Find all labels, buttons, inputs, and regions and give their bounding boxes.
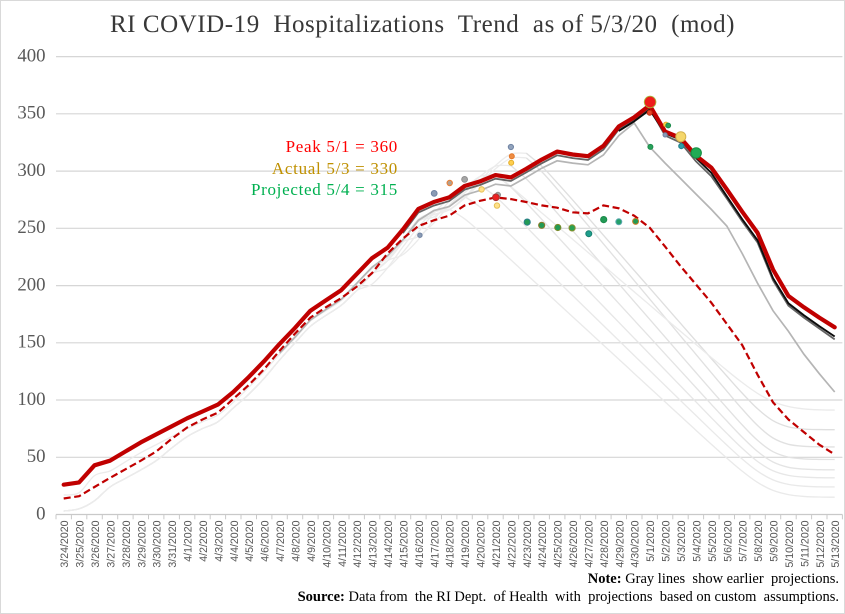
svg-text:4/26/2020: 4/26/2020	[568, 520, 580, 567]
svg-text:4/16/2020: 4/16/2020	[414, 520, 426, 567]
svg-text:4/13/2020: 4/13/2020	[368, 520, 380, 567]
svg-text:300: 300	[17, 160, 45, 181]
svg-text:4/24/2020: 4/24/2020	[537, 520, 549, 567]
svg-text:3/30/2020: 3/30/2020	[152, 520, 164, 567]
svg-text:4/9/2020: 4/9/2020	[306, 520, 318, 561]
svg-text:3/27/2020: 3/27/2020	[106, 520, 118, 567]
svg-text:4/29/2020: 4/29/2020	[614, 520, 626, 567]
svg-text:400: 400	[17, 46, 45, 67]
svg-text:3/26/2020: 3/26/2020	[90, 520, 102, 567]
svg-text:4/12/2020: 4/12/2020	[352, 520, 364, 567]
svg-text:5/10/2020: 5/10/2020	[784, 520, 796, 567]
svg-text:4/23/2020: 4/23/2020	[522, 520, 534, 567]
svg-text:5/7/2020: 5/7/2020	[738, 520, 750, 561]
svg-text:4/7/2020: 4/7/2020	[275, 520, 287, 561]
svg-text:5/12/2020: 5/12/2020	[815, 520, 827, 567]
svg-text:250: 250	[17, 217, 45, 238]
svg-text:4/8/2020: 4/8/2020	[291, 520, 303, 561]
svg-text:4/2/2020: 4/2/2020	[198, 520, 210, 561]
svg-text:5/13/2020: 5/13/2020	[830, 520, 842, 567]
svg-text:4/6/2020: 4/6/2020	[260, 520, 272, 561]
svg-text:4/1/2020: 4/1/2020	[183, 520, 195, 561]
svg-text:4/21/2020: 4/21/2020	[491, 520, 503, 567]
svg-text:5/4/2020: 5/4/2020	[691, 520, 703, 561]
svg-text:0: 0	[36, 503, 45, 524]
svg-text:5/8/2020: 5/8/2020	[753, 520, 765, 561]
svg-text:4/11/2020: 4/11/2020	[337, 520, 349, 566]
svg-text:5/1/2020: 5/1/2020	[645, 520, 657, 561]
svg-text:4/20/2020: 4/20/2020	[476, 520, 488, 567]
svg-text:4/25/2020: 4/25/2020	[553, 520, 565, 567]
svg-text:4/28/2020: 4/28/2020	[599, 520, 611, 567]
svg-text:4/14/2020: 4/14/2020	[383, 520, 395, 567]
svg-text:100: 100	[17, 389, 45, 410]
svg-text:150: 150	[17, 332, 45, 353]
svg-text:3/28/2020: 3/28/2020	[121, 520, 133, 567]
svg-text:5/3/2020: 5/3/2020	[676, 520, 688, 561]
svg-text:5/5/2020: 5/5/2020	[707, 520, 719, 561]
svg-text:5/9/2020: 5/9/2020	[769, 520, 781, 561]
svg-text:4/15/2020: 4/15/2020	[398, 520, 410, 567]
svg-text:4/5/2020: 4/5/2020	[244, 520, 256, 561]
svg-text:3/31/2020: 3/31/2020	[167, 520, 179, 567]
svg-text:4/3/2020: 4/3/2020	[213, 520, 225, 561]
svg-text:4/22/2020: 4/22/2020	[506, 520, 518, 567]
svg-text:50: 50	[27, 446, 46, 467]
svg-text:5/2/2020: 5/2/2020	[661, 520, 673, 561]
svg-text:3/25/2020: 3/25/2020	[75, 520, 87, 567]
svg-text:3/24/2020: 3/24/2020	[59, 520, 71, 567]
svg-text:4/17/2020: 4/17/2020	[429, 520, 441, 567]
svg-text:200: 200	[17, 274, 45, 295]
svg-text:4/18/2020: 4/18/2020	[445, 520, 457, 567]
svg-text:350: 350	[17, 103, 45, 124]
svg-text:4/19/2020: 4/19/2020	[460, 520, 472, 567]
svg-text:4/27/2020: 4/27/2020	[584, 520, 596, 567]
svg-text:3/29/2020: 3/29/2020	[136, 520, 148, 567]
svg-text:4/4/2020: 4/4/2020	[229, 520, 241, 561]
svg-text:4/10/2020: 4/10/2020	[321, 520, 333, 567]
svg-text:5/6/2020: 5/6/2020	[722, 520, 734, 561]
svg-text:5/11/2020: 5/11/2020	[799, 520, 811, 566]
svg-text:4/30/2020: 4/30/2020	[630, 520, 642, 567]
